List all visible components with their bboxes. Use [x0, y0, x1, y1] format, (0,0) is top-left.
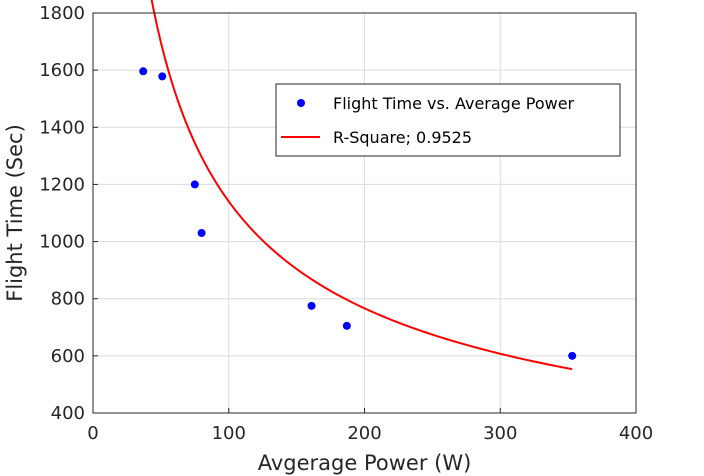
x-tick-label: 200 [347, 423, 381, 444]
y-tick-label: 1600 [39, 60, 85, 81]
y-tick-label: 1000 [39, 232, 85, 253]
grid [92, 12, 637, 414]
scatter-point [568, 351, 577, 360]
y-tick-label: 400 [51, 403, 85, 424]
y-tick-label: 800 [51, 289, 85, 310]
y-tick-label: 1400 [39, 117, 85, 138]
scatter-point [158, 72, 167, 81]
scatter-point [342, 321, 351, 330]
fit-curve [150, 0, 573, 371]
y-axis-label: Flight Time (Sec) [3, 124, 27, 302]
scatter-point [307, 301, 316, 310]
x-tick-label: 300 [483, 423, 517, 444]
scatter-point [190, 180, 199, 189]
x-tick-label: 100 [212, 423, 246, 444]
y-tick-label: 600 [51, 346, 85, 367]
scatter-point [139, 67, 148, 76]
x-ticks: 0 100 200 300 400 [87, 408, 653, 444]
y-tick-label: 1800 [39, 3, 85, 24]
x-tick-label: 0 [87, 423, 98, 444]
y-tick-label: 1200 [39, 174, 85, 195]
x-axis-label: Avgerage Power (W) [258, 451, 472, 475]
fit-curve-group [150, 0, 573, 371]
legend-box [275, 83, 621, 157]
scatter-points [139, 67, 577, 360]
legend-label-scatter: Flight Time vs. Average Power [333, 94, 575, 113]
scatter-point [197, 229, 206, 237]
legend-label-fit: R-Square; 0.9525 [333, 128, 472, 147]
legend: Flight Time vs. Average Power R-Square; … [275, 83, 621, 157]
legend-marker-scatter [297, 99, 305, 107]
y-ticks: 400 600 800 1000 1200 1400 1600 1800 [39, 3, 98, 424]
x-tick-label: 400 [619, 423, 653, 444]
